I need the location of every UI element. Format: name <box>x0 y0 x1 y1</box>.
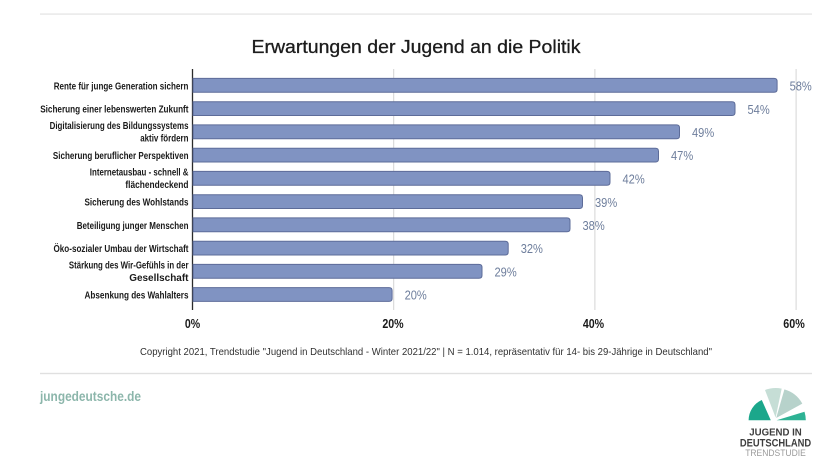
svg-text:40%: 40% <box>583 316 605 331</box>
svg-text:JUGEND IN: JUGEND IN <box>749 426 802 438</box>
svg-text:Rente für junge Generation sic: Rente für junge Generation sichern <box>54 81 189 92</box>
svg-text:32%: 32% <box>521 241 544 256</box>
svg-text:29%: 29% <box>495 265 518 280</box>
svg-text:Internetausbau - schnell &: Internetausbau - schnell & <box>90 168 189 179</box>
svg-text:TRENDSTUDIE: TRENDSTUDIE <box>745 448 806 458</box>
svg-text:Erwartungen der Jugend an die: Erwartungen der Jugend an die Politik <box>252 37 582 57</box>
svg-text:Gesellschaft: Gesellschaft <box>129 273 189 284</box>
svg-text:aktiv fördern: aktiv fördern <box>140 134 188 145</box>
svg-text:39%: 39% <box>595 195 618 210</box>
svg-text:DEUTSCHLAND: DEUTSCHLAND <box>740 438 811 450</box>
svg-text:20%: 20% <box>405 288 428 303</box>
svg-text:Sicherung beruflicher Perspekt: Sicherung beruflicher Perspektiven <box>53 151 189 162</box>
svg-text:Sicherung einer lebenswerten Z: Sicherung einer lebenswerten Zukunft <box>40 105 189 116</box>
svg-text:Copyright 2021, Trendstudie "J: Copyright 2021, Trendstudie "Jugend in D… <box>140 346 712 358</box>
svg-text:58%: 58% <box>790 79 813 94</box>
svg-text:Digitalisierung des Bildungssy: Digitalisierung des Bildungssystems <box>50 121 189 132</box>
svg-text:49%: 49% <box>692 125 715 140</box>
svg-text:Öko-sozialer Umbau der Wirtsch: Öko-sozialer Umbau der Wirtschaft <box>54 242 190 255</box>
svg-text:Absenkung des Wahlalters: Absenkung des Wahlalters <box>85 291 189 302</box>
svg-text:42%: 42% <box>623 172 646 187</box>
svg-text:flächendeckend: flächendeckend <box>125 180 188 191</box>
svg-text:Sicherung des Wohlstands: Sicherung des Wohlstands <box>85 198 189 209</box>
svg-text:60%: 60% <box>783 316 805 331</box>
svg-text:20%: 20% <box>382 316 404 331</box>
svg-text:jungedeutsche.de: jungedeutsche.de <box>39 389 141 404</box>
svg-text:Beteiligung junger Menschen: Beteiligung junger Menschen <box>77 221 189 232</box>
svg-text:54%: 54% <box>748 102 771 117</box>
svg-text:47%: 47% <box>671 148 694 163</box>
svg-text:38%: 38% <box>583 218 606 233</box>
svg-text:0%: 0% <box>185 316 201 331</box>
svg-text:Stärkung des Wir-Gefühls in de: Stärkung des Wir-Gefühls in der <box>69 261 189 272</box>
